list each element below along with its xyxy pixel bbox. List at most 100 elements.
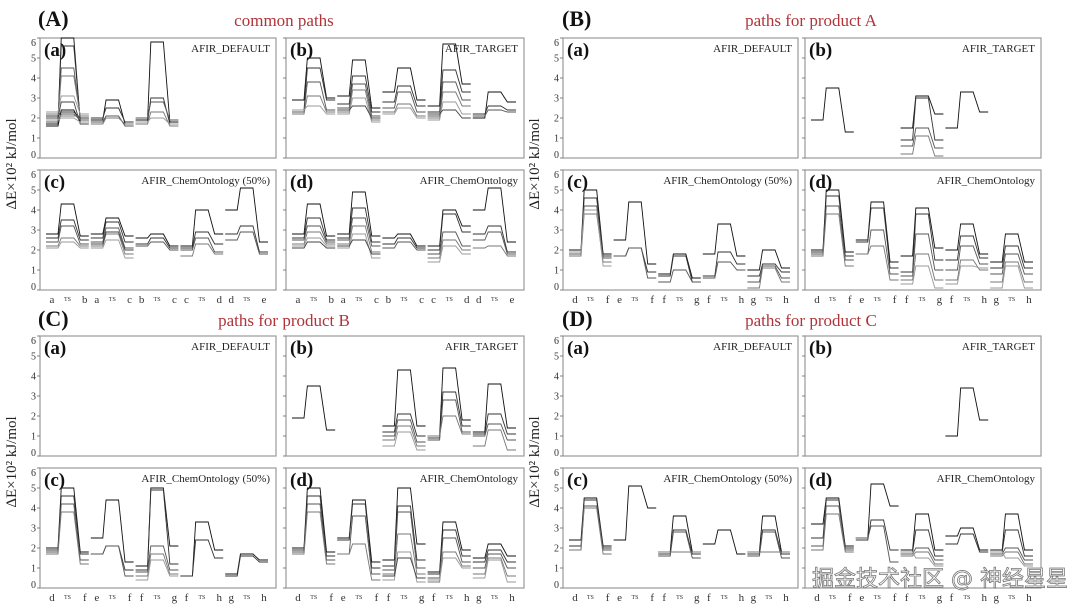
y-tick-label: 2 (31, 412, 36, 423)
energy-path (427, 231, 471, 255)
x-tick-label: g (694, 294, 700, 306)
x-tick-label-ts: TS (963, 595, 970, 601)
panel-tag: (a) (44, 338, 66, 359)
energy-path (135, 241, 179, 251)
y-tick-label: 2 (554, 412, 559, 423)
path-group (46, 487, 89, 565)
x-tick-label-ts: TS (676, 297, 683, 303)
energy-path (292, 237, 336, 247)
energy-path (46, 511, 89, 565)
section-d: (D) paths for product C ΔE×10² kJ/mol 0 1 2 3 4… (527, 306, 1042, 604)
energy-path (382, 233, 426, 247)
x-tick-label-ts: TS (154, 297, 161, 303)
energy-path (427, 551, 471, 583)
y-axis-label: ΔE×10² kJ/mol (527, 416, 543, 507)
path-group (382, 369, 426, 451)
x-tick-label: g (993, 592, 999, 604)
panel-frame (285, 37, 525, 159)
path-group (658, 253, 701, 283)
y-tick-label: 4 (554, 74, 559, 85)
energy-path (613, 201, 657, 265)
y-tick-label: 0 (554, 580, 559, 591)
path-group (472, 187, 516, 257)
energy-path (337, 225, 381, 253)
x-tick-label: h (509, 592, 515, 604)
panel-b-a: 0 1 2 3 4 5 6 (a) AFIR_DEFAULT (554, 37, 799, 161)
x-tick-label: h (261, 592, 267, 604)
energy-path (569, 209, 612, 267)
energy-path (702, 529, 746, 555)
x-tick-label: f (893, 592, 897, 604)
energy-path (855, 245, 899, 281)
panel-frame (804, 467, 1042, 589)
panel-b-b: (b) AFIR_TARGET (802, 37, 1042, 159)
section-label: (C) (38, 306, 69, 331)
energy-path (90, 221, 134, 243)
x-tick-label: f (707, 294, 711, 306)
section-a: (A) common paths ΔE×10² kJ/mol 0 1 2 3 4 5 6 (a) AF… (4, 6, 525, 306)
method-label: AFIR_DEFAULT (191, 341, 270, 353)
path-group (292, 487, 336, 565)
energy-path (337, 503, 381, 569)
energy-path (747, 249, 790, 271)
energy-path (811, 213, 854, 267)
method-label: AFIR_ChemOntology (937, 175, 1036, 187)
energy-path (427, 43, 471, 107)
energy-path (292, 231, 336, 245)
path-group (900, 207, 944, 289)
x-tick-label-ts: TS (919, 595, 926, 601)
y-tick-label: 2 (31, 246, 36, 257)
y-tick-label: 6 (31, 38, 36, 49)
energy-path (900, 97, 944, 141)
panel-tag: (d) (809, 172, 832, 193)
x-tick-label: d (572, 592, 578, 604)
y-tick-label: 6 (554, 170, 559, 181)
x-tick-label: d (476, 294, 482, 306)
x-tick-label-ts: TS (446, 595, 453, 601)
x-tick-label: e (859, 294, 864, 306)
section-label: (B) (562, 6, 591, 31)
section-title: common paths (234, 11, 334, 30)
energy-path (382, 237, 426, 249)
path-group (90, 217, 134, 259)
energy-path (90, 231, 134, 251)
energy-path (811, 189, 854, 253)
x-tick-label-ts: TS (1008, 297, 1015, 303)
energy-path (382, 103, 426, 117)
y-tick-label: 4 (554, 504, 559, 515)
path-group (382, 233, 426, 251)
energy-path (472, 413, 516, 435)
energy-path (46, 503, 89, 561)
x-tick-label-ts: TS (491, 297, 498, 303)
y-tick-label: 3 (31, 94, 36, 105)
x-tick-label-ts: TS (491, 595, 498, 601)
section-label: (D) (562, 306, 593, 331)
section-b: (B) paths for product A ΔE×10² kJ/mol 0 1 2 3 4… (527, 6, 1042, 306)
x-tick-label: f (185, 592, 189, 604)
energy-path (900, 135, 944, 157)
panel-tag: (b) (290, 338, 313, 359)
path-group (613, 201, 657, 279)
energy-path (225, 555, 268, 577)
x-tick-label: h (739, 294, 745, 306)
y-tick-label: 5 (554, 54, 559, 65)
energy-path (135, 101, 179, 121)
y-tick-label: 6 (554, 468, 559, 479)
x-tick-label: f (140, 592, 144, 604)
x-tick-label: d (295, 592, 301, 604)
energy-path (382, 431, 426, 451)
energy-path (569, 507, 612, 555)
energy-path (292, 217, 336, 241)
x-tick-label-ts: TS (721, 595, 728, 601)
energy-path (427, 81, 471, 117)
x-tick-label-ts: TS (963, 297, 970, 303)
energy-path (472, 383, 516, 433)
path-group (135, 487, 179, 581)
y-tick-label: 0 (31, 150, 36, 161)
x-tick-label: f (128, 592, 132, 604)
panel-tag: (a) (567, 40, 589, 61)
energy-path (945, 223, 989, 255)
y-tick-label: 5 (31, 54, 36, 65)
x-tick-label: g (937, 294, 943, 306)
